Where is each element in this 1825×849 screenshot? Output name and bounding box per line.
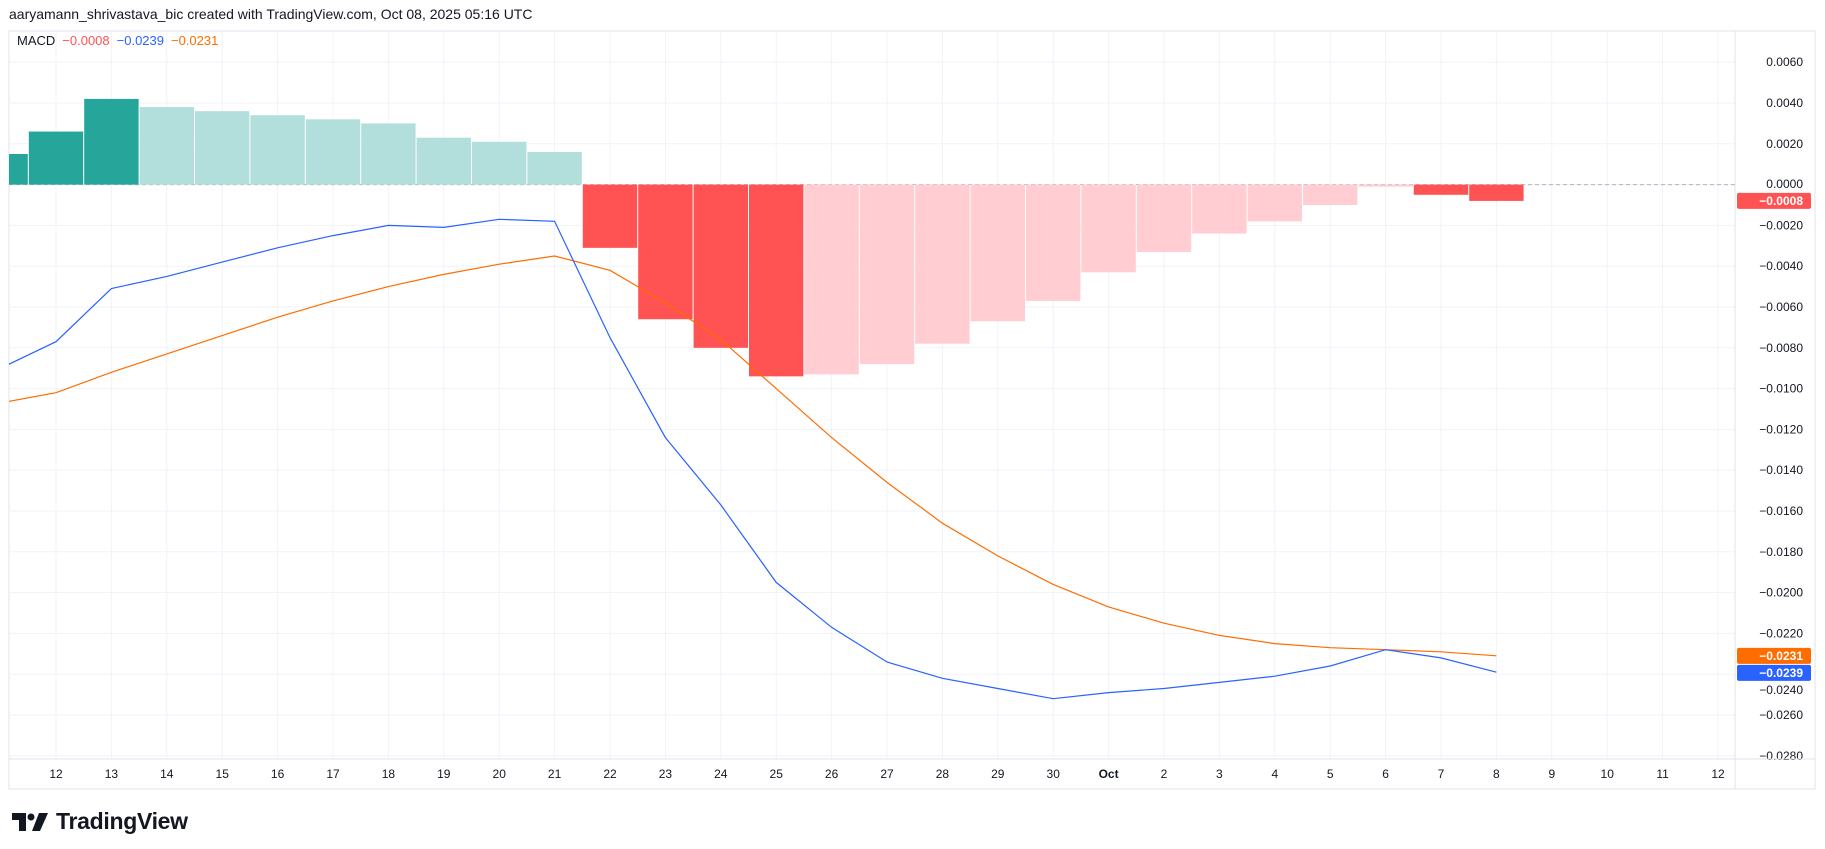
x-tick-label: 19 xyxy=(437,767,451,781)
y-tick-label: 0.0040 xyxy=(1766,96,1803,110)
x-tick-label: 10 xyxy=(1601,767,1615,781)
tradingview-logo[interactable]: TradingView xyxy=(12,808,188,835)
y-tick-label: −0.0180 xyxy=(1759,545,1803,559)
y-tick-label: −0.0080 xyxy=(1759,341,1803,355)
x-tick-label: 29 xyxy=(991,767,1005,781)
histogram-bar xyxy=(416,137,471,185)
histogram-bar xyxy=(1247,184,1302,222)
y-tick-label: −0.0240 xyxy=(1759,683,1803,697)
x-tick-label: 23 xyxy=(659,767,673,781)
x-tick-label: 24 xyxy=(714,767,728,781)
histogram-bar xyxy=(1026,184,1081,301)
x-tick-label: 28 xyxy=(936,767,950,781)
histogram-bar xyxy=(1192,184,1247,234)
histogram-bar xyxy=(1303,184,1358,205)
x-tick-label: 12 xyxy=(1711,767,1725,781)
y-tick-label: −0.0160 xyxy=(1759,504,1803,518)
last-value-label: −0.0008 xyxy=(1759,194,1803,208)
legend-name: MACD xyxy=(17,33,56,48)
chart-attribution: aaryamann_shrivastava_bic created with T… xyxy=(9,6,533,22)
last-value-label: −0.0231 xyxy=(1759,649,1803,663)
x-tick-label: 18 xyxy=(382,767,396,781)
x-tick-label: 7 xyxy=(1438,767,1445,781)
x-tick-label: 22 xyxy=(603,767,617,781)
x-tick-label: 5 xyxy=(1327,767,1334,781)
histogram-bar xyxy=(582,184,638,248)
x-tick-label: 2 xyxy=(1161,767,1168,781)
x-tick-label: 20 xyxy=(493,767,507,781)
y-tick-label: 0.0060 xyxy=(1766,55,1803,69)
x-tick-label: 30 xyxy=(1047,767,1061,781)
x-tick-label: 6 xyxy=(1382,767,1389,781)
y-tick-label: −0.0020 xyxy=(1759,218,1803,232)
x-tick-label: 15 xyxy=(216,767,230,781)
histogram-bar xyxy=(1469,184,1524,201)
x-tick-label: 4 xyxy=(1271,767,1278,781)
indicator-legend[interactable]: MACD −0.0008 −0.0239 −0.0231 xyxy=(17,33,218,48)
legend-histogram-value: −0.0008 xyxy=(62,33,110,48)
histogram-bar xyxy=(693,184,748,348)
histogram-bar xyxy=(1358,184,1413,187)
histogram-bar xyxy=(195,111,250,185)
histogram-bar xyxy=(1136,184,1192,252)
x-tick-label: 12 xyxy=(49,767,63,781)
x-tick-label: 25 xyxy=(770,767,784,781)
x-tick-label: 8 xyxy=(1493,767,1500,781)
y-tick-label: −0.0220 xyxy=(1759,626,1803,640)
histogram-bar xyxy=(361,123,416,185)
y-tick-label: 0.0020 xyxy=(1766,137,1803,151)
histogram-bar xyxy=(527,151,582,185)
histogram-bar xyxy=(1081,184,1136,273)
histogram-bar xyxy=(638,184,693,320)
last-value-label: −0.0239 xyxy=(1759,666,1803,680)
histogram-bar xyxy=(970,184,1025,322)
x-tick-label: 26 xyxy=(825,767,839,781)
chart-frame xyxy=(8,30,1816,790)
y-tick-label: −0.0200 xyxy=(1759,586,1803,600)
y-tick-label: −0.0040 xyxy=(1759,259,1803,273)
y-tick-label: −0.0060 xyxy=(1759,300,1803,314)
x-tick-label: 9 xyxy=(1548,767,1555,781)
histogram-bar xyxy=(1413,184,1469,195)
x-tick-label: 11 xyxy=(1656,767,1669,781)
y-tick-label: −0.0260 xyxy=(1759,708,1803,722)
y-tick-label: −0.0280 xyxy=(1759,749,1803,763)
x-tick-label: 13 xyxy=(105,767,119,781)
histogram-bar xyxy=(139,107,194,185)
last-value-badge xyxy=(1737,647,1811,664)
histogram-bar xyxy=(28,131,84,185)
last-value-badge xyxy=(1737,664,1811,681)
tradingview-wordmark: TradingView xyxy=(56,808,188,834)
x-tick-label: 27 xyxy=(880,767,894,781)
histogram-bar xyxy=(84,98,139,185)
legend-signal-value: −0.0231 xyxy=(171,33,219,48)
histogram-bar xyxy=(859,184,915,365)
x-tick-label: 21 xyxy=(548,767,562,781)
tradingview-logo-icon xyxy=(12,812,48,831)
x-tick-label: 17 xyxy=(326,767,340,781)
histogram-bar xyxy=(9,154,28,185)
y-tick-label: 0.0000 xyxy=(1766,177,1803,191)
histogram-bar xyxy=(305,119,361,185)
y-tick-label: −0.0120 xyxy=(1759,422,1803,436)
x-tick-label: Oct xyxy=(1099,767,1119,781)
x-tick-label: 14 xyxy=(160,767,174,781)
macd-chart[interactable]: 0.0060 0.0040 0.0020 0.0000 −0.0020 −0.0040 −0… xyxy=(0,0,1825,800)
x-tick-label: 16 xyxy=(271,767,285,781)
histogram-bar xyxy=(250,115,305,185)
histogram-bar xyxy=(749,184,804,377)
macd-line xyxy=(9,218,1497,700)
histogram-bar xyxy=(472,141,527,185)
signal-line xyxy=(9,255,1497,657)
y-tick-label: −0.0140 xyxy=(1759,463,1803,477)
x-tick-label: 3 xyxy=(1216,767,1223,781)
legend-macd-value: −0.0239 xyxy=(116,33,164,48)
histogram-bar xyxy=(804,184,859,375)
y-tick-label: −0.0100 xyxy=(1759,382,1803,396)
histogram-bar xyxy=(915,184,970,344)
last-value-badge xyxy=(1737,192,1811,209)
